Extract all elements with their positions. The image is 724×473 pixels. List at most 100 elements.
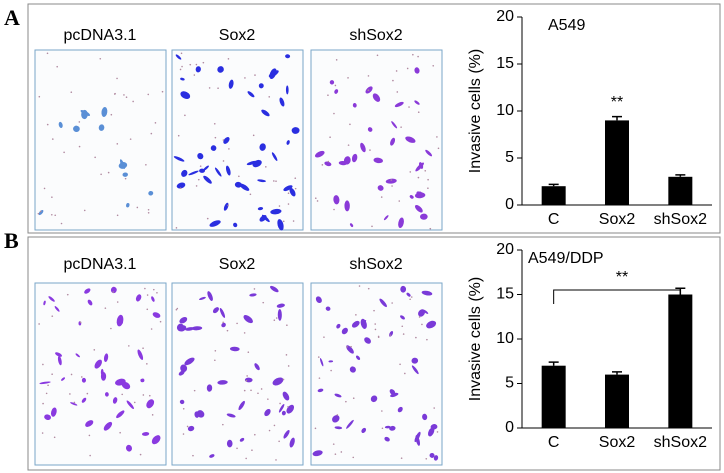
y-tick-label: 5 — [505, 149, 514, 166]
cell — [217, 66, 224, 73]
chart-title: A549/DDP — [528, 250, 604, 267]
micrograph — [171, 282, 304, 466]
speck — [358, 285, 361, 287]
speck — [409, 171, 412, 173]
speck — [150, 328, 153, 330]
speck — [253, 288, 256, 290]
cell — [152, 312, 161, 318]
cell — [277, 308, 282, 321]
speck — [350, 345, 352, 348]
cell — [389, 389, 396, 396]
y-tick-label: 20 — [496, 8, 514, 25]
speck — [415, 336, 417, 339]
cell — [379, 298, 387, 308]
speck — [427, 187, 429, 190]
cell — [179, 317, 188, 324]
speck — [222, 139, 225, 141]
cell — [209, 454, 215, 458]
cell — [422, 309, 429, 314]
error-bar — [548, 183, 559, 187]
cell — [272, 377, 284, 386]
speck — [51, 373, 53, 376]
speck — [154, 122, 157, 124]
cell — [315, 296, 322, 304]
speck — [265, 166, 267, 168]
cell — [281, 410, 286, 416]
speck — [88, 434, 91, 437]
speck — [345, 400, 347, 403]
cell — [226, 439, 233, 448]
cell — [199, 168, 206, 173]
cell — [338, 160, 348, 166]
speck — [38, 95, 41, 98]
speck — [110, 327, 112, 330]
image-label: pcDNA3.1 — [64, 256, 137, 273]
bar — [541, 365, 566, 428]
cell — [175, 54, 182, 60]
speck — [355, 314, 357, 316]
cell — [178, 325, 187, 332]
y-tick-label: 10 — [496, 330, 514, 347]
cell — [414, 67, 420, 74]
speck — [317, 356, 320, 358]
cell — [75, 353, 80, 358]
cell — [43, 300, 46, 306]
image-label: shSox2 — [349, 256, 402, 273]
cell — [110, 286, 117, 294]
speck — [69, 393, 71, 395]
cell — [238, 400, 245, 411]
speck — [125, 96, 128, 98]
x-tick-label: shSox2 — [654, 434, 707, 451]
cell — [184, 357, 195, 366]
speck — [176, 307, 179, 310]
speck — [179, 68, 182, 71]
speck — [123, 94, 125, 96]
speck — [83, 209, 86, 212]
bar — [668, 176, 693, 205]
cell — [384, 425, 391, 429]
cell — [98, 124, 105, 131]
image-label: Sox2 — [219, 27, 256, 44]
cell — [226, 413, 236, 418]
speck — [156, 291, 158, 294]
speck — [417, 55, 419, 58]
cell — [122, 172, 128, 177]
cell — [73, 125, 80, 133]
chart-title: A549 — [548, 17, 585, 34]
cell — [188, 170, 199, 176]
speck — [282, 220, 285, 223]
speck — [391, 185, 393, 187]
cell — [361, 427, 367, 433]
speck — [53, 436, 56, 439]
cell — [384, 436, 390, 442]
speck — [227, 204, 229, 207]
speck — [151, 414, 154, 416]
cell — [101, 107, 108, 117]
images — [34, 49, 443, 466]
cell — [383, 215, 389, 221]
cell — [239, 437, 245, 442]
speck — [56, 65, 58, 68]
cell — [270, 208, 282, 215]
speck — [273, 424, 276, 427]
speck — [116, 143, 119, 145]
speck — [260, 388, 263, 390]
cell — [334, 89, 339, 94]
panel-frame — [27, 3, 721, 234]
speck — [184, 114, 186, 117]
speck — [148, 394, 151, 397]
cell — [104, 392, 109, 397]
cell — [349, 366, 356, 373]
cell — [203, 165, 209, 171]
cell — [54, 306, 60, 312]
speck — [286, 324, 288, 327]
cell — [212, 307, 219, 314]
speck — [399, 363, 401, 366]
cell — [377, 185, 384, 191]
speck — [367, 89, 370, 92]
cell — [341, 327, 348, 335]
speck — [275, 317, 278, 319]
cell — [385, 178, 397, 184]
cell — [276, 303, 285, 308]
speck — [318, 377, 321, 379]
